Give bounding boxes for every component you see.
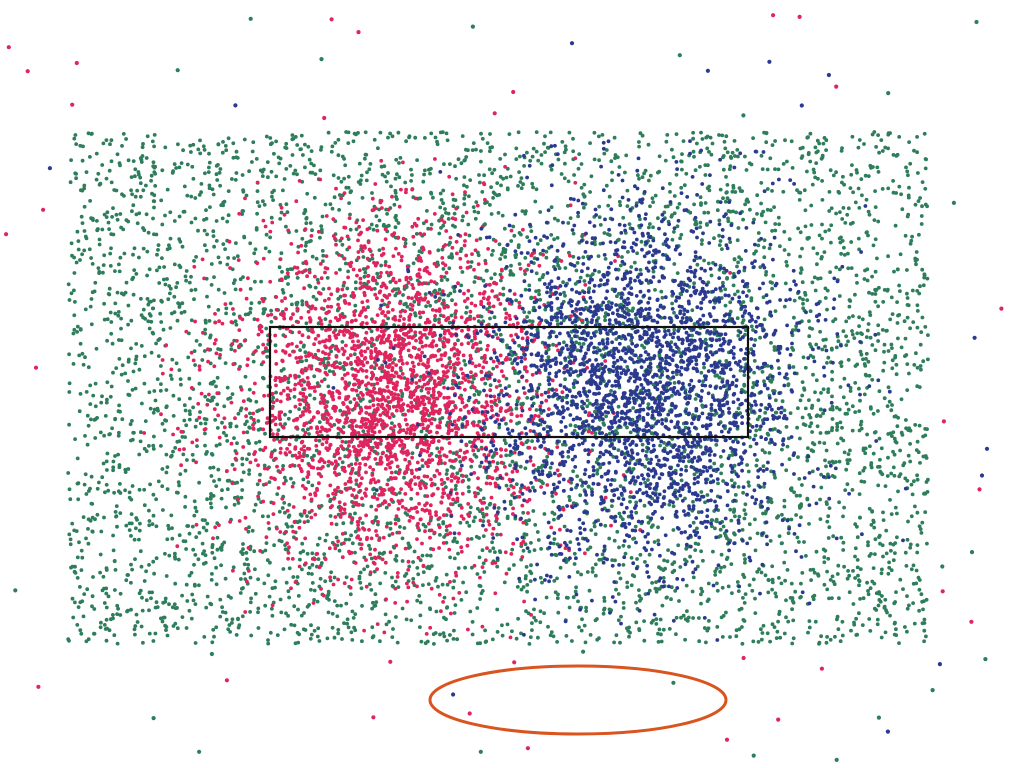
highlight-ellipse <box>428 664 728 736</box>
center-rectangle <box>268 325 750 439</box>
blue-particle-cluster <box>331 139 908 642</box>
scattered-outer-particles <box>4 13 1004 763</box>
